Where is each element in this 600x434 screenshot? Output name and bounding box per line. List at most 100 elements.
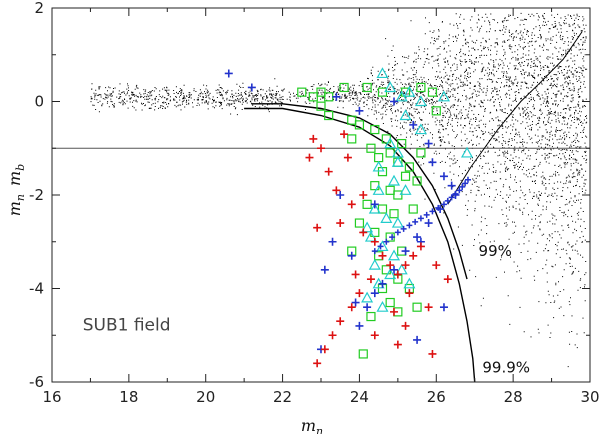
point-square-0-16 [347,134,357,144]
point-plus-3-13 [409,251,418,260]
point-triangle-1-12 [399,184,412,195]
x-tick-label-18: 18 [119,388,138,406]
point-plus-3-29 [351,270,360,279]
point-square-0-13 [347,115,357,125]
point-plus-3-27 [428,349,437,358]
point-square-0-10 [427,87,438,97]
point-square-0-40 [385,297,395,308]
point-triangle-1-7 [414,123,427,135]
point-plus-3-34 [405,289,414,298]
point-plus-3-3 [317,144,325,153]
point-plus-2-28 [439,303,448,312]
completeness-curves [244,31,583,383]
point-plus-3-28 [443,275,452,284]
y-axis-title-sub1: n [14,194,27,201]
point-plus-3-25 [370,331,379,340]
point-plus-2-26 [355,321,364,330]
x-tick-label-28: 28 [504,388,523,406]
point-plus-3-31 [343,153,352,162]
point-plus-3-10 [386,261,395,270]
y-tick-label--4: -4 [29,280,44,298]
y-axis-title-main1: m [5,201,24,216]
point-square-0-11 [431,106,441,116]
axis-ticks [51,7,591,383]
point-plus-2-11 [436,205,445,214]
point-triangle-1-26 [372,184,385,195]
point-square-0-5 [339,82,349,93]
x-tick-label-16: 16 [42,388,61,406]
point-square-0-30 [354,218,365,228]
x-tick-label-24: 24 [350,388,369,406]
point-plus-2-22 [370,200,379,209]
diagonal-point-1-0 [394,229,401,236]
point-triangle-1-5 [437,90,450,102]
diagonal-point-3-0.25 [444,197,451,204]
point-square-0-19 [385,148,395,158]
point-plus-2-4 [390,97,399,106]
diagonal-point-3-0.75 [452,190,459,197]
point-square-0-26 [362,199,372,209]
point-triangle-1-23 [361,291,374,303]
point-plus-2-18 [363,303,372,312]
x-axis-title-sub: n [316,425,323,434]
point-square-0-27 [377,204,388,214]
point-square-0-15 [370,124,380,135]
diagonal-point-0-0.25 [377,243,384,250]
point-square-0-18 [374,153,384,163]
point-triangle-1-20 [384,268,397,280]
point-triangle-1-29 [461,146,474,158]
point-triangle-1-14 [380,212,393,223]
x-tick-label-30: 30 [580,388,599,406]
point-square-0-49 [397,138,407,149]
point-plus-2-7 [428,158,437,167]
point-plus-2-12 [424,219,433,228]
diagonal-point-4-0.25 [459,183,466,190]
point-plus-3-11 [393,270,402,279]
point-plus-3-0 [309,134,318,143]
point-plus-2-15 [390,265,399,274]
point-plus-3-35 [432,261,441,270]
diagonal-point-0-0.5 [383,238,390,245]
point-triangle-1-8 [384,137,397,149]
point-square-0-0 [297,87,307,97]
point-square-0-44 [358,349,368,359]
diagonal-point-4-0.75 [464,176,471,183]
point-square-0-24 [385,185,395,195]
point-plus-3-17 [347,303,356,312]
x-tick-label-26: 26 [427,388,446,406]
point-plus-2-2 [332,92,341,101]
point-plus-3-5 [347,200,356,209]
point-plus-3-21 [313,359,322,368]
point-plus-2-0 [224,69,233,78]
diagonal-point-3-0.5 [448,194,455,201]
point-plus-2-1 [247,83,256,92]
x-axis-title: mn [301,416,323,434]
point-plus-3-16 [355,289,364,298]
tick-labels: 16 18 20 22 24 26 28 30 -6 -4 -2 0 2 [29,0,600,406]
point-square-0-3 [324,92,334,102]
diagonal-point-2-0 [417,215,424,222]
point-plus-3-2 [324,167,333,176]
point-plus-3-26 [424,303,433,312]
point-square-0-4 [316,101,326,111]
point-square-0-14 [354,120,365,130]
point-plus-2-14 [401,247,410,256]
point-square-0-1 [308,92,318,102]
point-square-0-2 [316,87,326,97]
y-axis-title: mnmb [5,164,27,216]
point-plus-2-21 [351,298,360,307]
point-plus-2-9 [447,181,456,190]
y-tick-label--6: -6 [29,373,44,391]
point-plus-3-14 [416,242,425,251]
point-plus-3-4 [332,186,341,195]
point-plus-3-18 [336,317,345,326]
y-axis-title-sub2: b [14,164,27,171]
point-plus-3-32 [359,191,368,199]
point-square-0-31 [370,227,380,237]
diagonal-point-2-0.25 [423,211,430,218]
point-plus-3-8 [370,237,379,246]
diagonal-point-3-0 [440,201,447,208]
point-square-0-42 [366,311,376,322]
point-plus-3-1 [340,130,349,139]
